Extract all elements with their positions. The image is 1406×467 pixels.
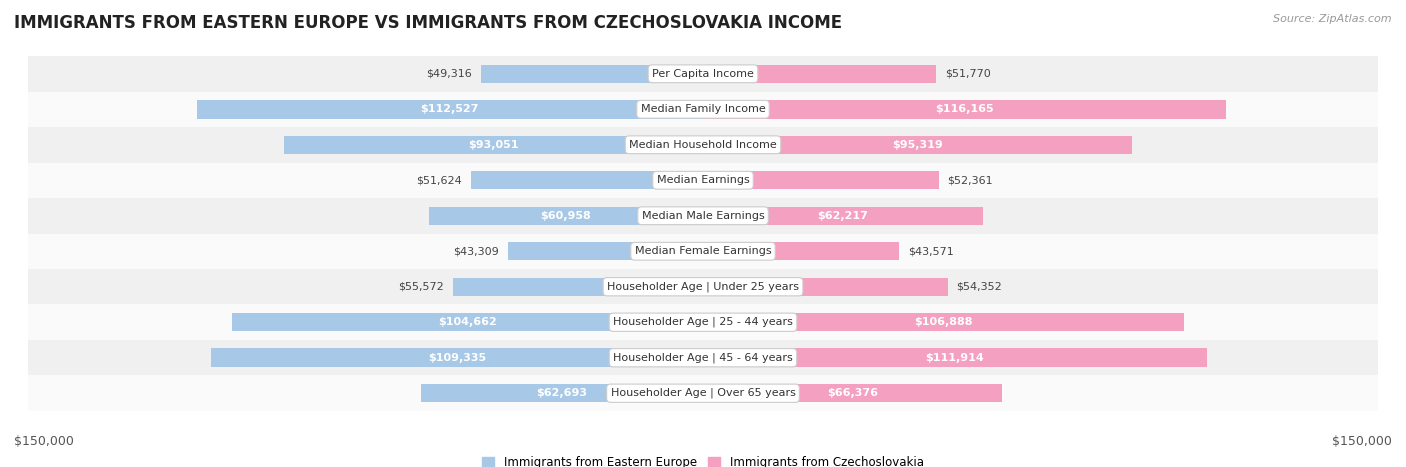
Text: $106,888: $106,888 bbox=[914, 317, 973, 327]
Bar bbox=[703, 64, 936, 83]
Text: $66,376: $66,376 bbox=[827, 388, 877, 398]
Bar bbox=[453, 277, 703, 296]
Text: $51,624: $51,624 bbox=[416, 175, 461, 185]
Text: Householder Age | Under 25 years: Householder Age | Under 25 years bbox=[607, 282, 799, 292]
Text: $60,958: $60,958 bbox=[540, 211, 592, 221]
Text: $95,319: $95,319 bbox=[891, 140, 943, 150]
Bar bbox=[703, 277, 948, 296]
FancyBboxPatch shape bbox=[28, 234, 1378, 269]
Text: $49,316: $49,316 bbox=[426, 69, 472, 79]
Bar bbox=[703, 171, 939, 190]
Text: $150,000: $150,000 bbox=[1331, 435, 1392, 448]
FancyBboxPatch shape bbox=[28, 198, 1378, 234]
FancyBboxPatch shape bbox=[28, 304, 1378, 340]
Text: $55,572: $55,572 bbox=[398, 282, 444, 292]
Text: $116,165: $116,165 bbox=[935, 104, 994, 114]
Text: $62,693: $62,693 bbox=[537, 388, 588, 398]
Bar bbox=[197, 100, 703, 119]
Text: $104,662: $104,662 bbox=[439, 317, 496, 327]
FancyBboxPatch shape bbox=[28, 269, 1378, 304]
Text: Householder Age | 25 - 44 years: Householder Age | 25 - 44 years bbox=[613, 317, 793, 327]
Text: $52,361: $52,361 bbox=[948, 175, 993, 185]
Text: $150,000: $150,000 bbox=[14, 435, 75, 448]
Text: $112,527: $112,527 bbox=[420, 104, 479, 114]
Text: IMMIGRANTS FROM EASTERN EUROPE VS IMMIGRANTS FROM CZECHOSLOVAKIA INCOME: IMMIGRANTS FROM EASTERN EUROPE VS IMMIGR… bbox=[14, 14, 842, 32]
Bar bbox=[481, 64, 703, 83]
Bar bbox=[703, 384, 1001, 403]
FancyBboxPatch shape bbox=[28, 340, 1378, 375]
Text: $43,571: $43,571 bbox=[908, 246, 953, 256]
Bar bbox=[703, 242, 898, 261]
Text: Source: ZipAtlas.com: Source: ZipAtlas.com bbox=[1274, 14, 1392, 24]
Text: Median Family Income: Median Family Income bbox=[641, 104, 765, 114]
Text: Householder Age | 45 - 64 years: Householder Age | 45 - 64 years bbox=[613, 353, 793, 363]
Text: $62,217: $62,217 bbox=[817, 211, 869, 221]
Text: $93,051: $93,051 bbox=[468, 140, 519, 150]
Text: $43,309: $43,309 bbox=[453, 246, 499, 256]
Bar bbox=[703, 348, 1206, 367]
FancyBboxPatch shape bbox=[28, 127, 1378, 163]
Bar bbox=[232, 313, 703, 332]
FancyBboxPatch shape bbox=[28, 375, 1378, 411]
Text: Per Capita Income: Per Capita Income bbox=[652, 69, 754, 79]
Text: $54,352: $54,352 bbox=[956, 282, 1002, 292]
Text: $111,914: $111,914 bbox=[925, 353, 984, 363]
Text: $109,335: $109,335 bbox=[427, 353, 486, 363]
Legend: Immigrants from Eastern Europe, Immigrants from Czechoslovakia: Immigrants from Eastern Europe, Immigran… bbox=[482, 456, 924, 467]
Bar bbox=[211, 348, 703, 367]
Bar bbox=[703, 313, 1184, 332]
Bar bbox=[420, 384, 703, 403]
Bar bbox=[703, 135, 1132, 154]
FancyBboxPatch shape bbox=[28, 92, 1378, 127]
Bar bbox=[703, 206, 983, 225]
Bar bbox=[703, 100, 1226, 119]
Text: $51,770: $51,770 bbox=[945, 69, 991, 79]
FancyBboxPatch shape bbox=[28, 56, 1378, 92]
Text: Median Male Earnings: Median Male Earnings bbox=[641, 211, 765, 221]
Text: Median Household Income: Median Household Income bbox=[628, 140, 778, 150]
Bar bbox=[284, 135, 703, 154]
Text: Median Earnings: Median Earnings bbox=[657, 175, 749, 185]
Text: Householder Age | Over 65 years: Householder Age | Over 65 years bbox=[610, 388, 796, 398]
Text: Median Female Earnings: Median Female Earnings bbox=[634, 246, 772, 256]
Bar bbox=[508, 242, 703, 261]
Bar bbox=[429, 206, 703, 225]
FancyBboxPatch shape bbox=[28, 163, 1378, 198]
Bar bbox=[471, 171, 703, 190]
